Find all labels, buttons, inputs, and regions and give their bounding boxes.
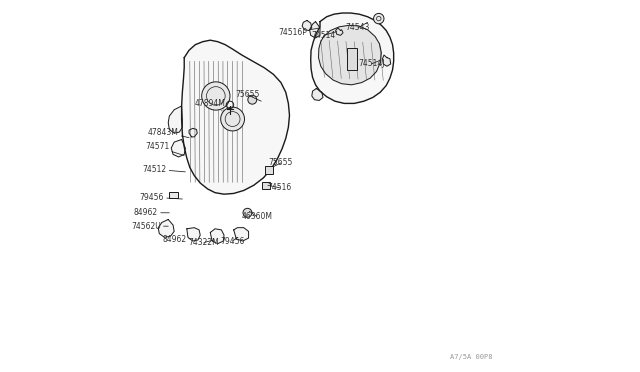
Circle shape — [374, 13, 384, 24]
Text: 74562U: 74562U — [131, 222, 168, 231]
Bar — [347, 48, 357, 70]
Text: 84962: 84962 — [134, 208, 170, 217]
Text: 84962: 84962 — [162, 235, 189, 244]
Polygon shape — [383, 55, 390, 66]
Polygon shape — [302, 20, 312, 31]
Polygon shape — [187, 228, 200, 241]
Polygon shape — [189, 128, 197, 137]
Polygon shape — [319, 25, 381, 85]
Polygon shape — [172, 140, 186, 157]
Polygon shape — [310, 13, 394, 103]
Text: 74571: 74571 — [145, 142, 184, 155]
Text: 79456: 79456 — [220, 237, 244, 246]
Bar — [170, 192, 177, 198]
Text: 75655: 75655 — [236, 90, 261, 101]
Circle shape — [248, 95, 257, 104]
Text: A7/5A 00P8: A7/5A 00P8 — [451, 354, 493, 360]
Text: 47843M: 47843M — [148, 128, 189, 138]
Text: 46360M: 46360M — [241, 211, 272, 221]
Polygon shape — [158, 219, 174, 237]
Text: 74516: 74516 — [268, 183, 292, 192]
Text: 74543: 74543 — [346, 22, 370, 32]
Polygon shape — [312, 89, 323, 100]
Text: 74516P: 74516P — [279, 28, 320, 37]
Text: 79456: 79456 — [140, 193, 182, 202]
Bar — [265, 166, 273, 174]
Polygon shape — [182, 40, 289, 194]
Circle shape — [221, 107, 244, 131]
Polygon shape — [234, 228, 248, 241]
Circle shape — [243, 208, 252, 217]
Text: 75655: 75655 — [269, 158, 293, 167]
Text: 74512: 74512 — [142, 165, 186, 174]
Text: 74514J: 74514J — [358, 60, 385, 68]
Circle shape — [202, 82, 230, 110]
Polygon shape — [310, 22, 320, 38]
Text: 74322M: 74322M — [189, 238, 220, 247]
Text: 47894M: 47894M — [195, 99, 226, 111]
Text: 74514: 74514 — [312, 31, 337, 40]
Bar — [262, 182, 270, 189]
Polygon shape — [335, 28, 343, 35]
Polygon shape — [168, 106, 182, 133]
Polygon shape — [211, 229, 224, 244]
